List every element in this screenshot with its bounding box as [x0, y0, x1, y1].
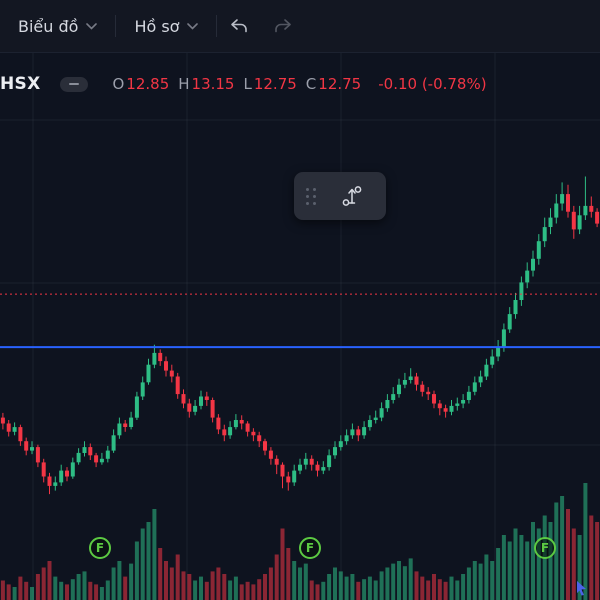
toolbar-divider	[115, 15, 117, 37]
drag-handle[interactable]	[294, 172, 328, 220]
close-value: C 12.75	[305, 75, 362, 93]
undo-button[interactable]	[217, 7, 261, 45]
redo-icon	[275, 19, 292, 33]
top-toolbar: Biểu đồ Hồ sơ	[0, 0, 600, 53]
event-marker-f[interactable]: F	[299, 537, 321, 559]
undo-icon	[231, 19, 248, 33]
drag-dots-icon	[306, 187, 316, 205]
visibility-toggle-button[interactable]	[60, 76, 89, 92]
chevron-down-icon	[86, 22, 98, 30]
chevron-down-icon	[187, 22, 199, 30]
floating-drawing-toolbar	[294, 172, 386, 220]
price-range-tool-button[interactable]	[330, 174, 374, 218]
event-marker-f[interactable]: F	[534, 537, 556, 559]
profile-menu-button[interactable]: Hồ sơ	[116, 7, 216, 45]
event-marker-f[interactable]: F	[89, 537, 111, 559]
symbol-legend: HSX O 12.85 H 13.15 L 12.75 C 12.75 -0.10 (-…	[0, 70, 487, 98]
high-value: H 13.15	[178, 75, 235, 93]
cursor-arrow-icon	[577, 581, 586, 596]
redo-button[interactable]	[261, 7, 305, 45]
open-value: O 12.85	[112, 75, 170, 93]
low-value: L 12.75	[243, 75, 297, 93]
chart-menu-label: Biểu đồ	[18, 16, 79, 36]
chart-menu-button[interactable]: Biểu đồ	[0, 7, 115, 45]
minus-icon	[69, 83, 80, 85]
ohlc-values: O 12.85 H 13.15 L 12.75 C 12.75 -0.10 (-0.78…	[112, 75, 486, 93]
toolbar-divider	[216, 15, 218, 37]
profile-menu-label: Hồ sơ	[134, 16, 180, 36]
symbol-name: HSX	[0, 74, 41, 94]
change-value: -0.10 (-0.78%)	[378, 75, 487, 93]
price-range-icon	[342, 186, 362, 206]
